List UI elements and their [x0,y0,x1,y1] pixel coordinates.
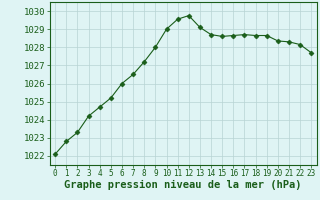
X-axis label: Graphe pression niveau de la mer (hPa): Graphe pression niveau de la mer (hPa) [64,180,302,190]
